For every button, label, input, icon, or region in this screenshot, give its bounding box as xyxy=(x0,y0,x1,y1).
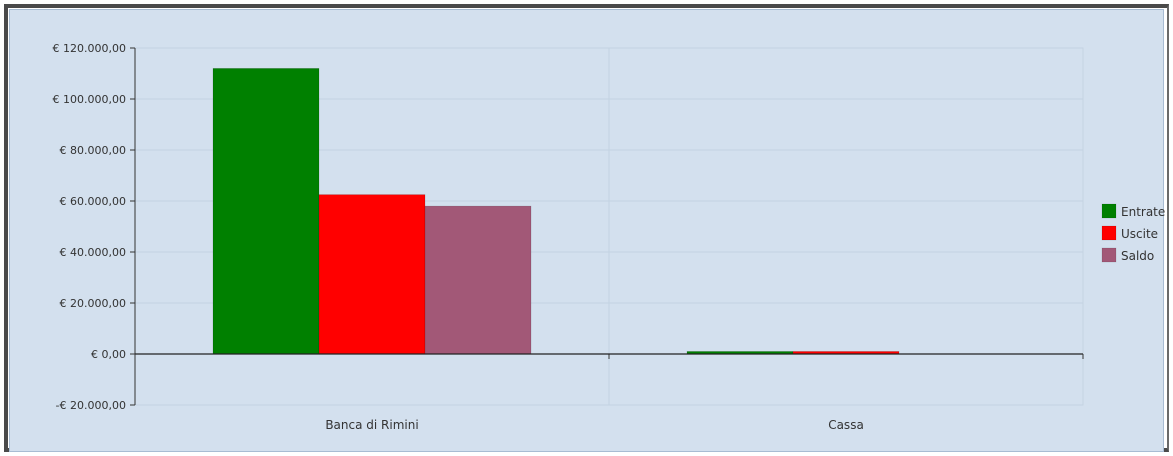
legend-label-entrate: Entrate xyxy=(1121,205,1165,219)
bars xyxy=(212,68,900,355)
legend-swatch-uscite xyxy=(1101,225,1117,241)
legend-label-uscite: Uscite xyxy=(1121,227,1158,241)
y-tick-label: € 100.000,00 xyxy=(53,93,126,106)
legend-label-saldo: Saldo xyxy=(1121,249,1154,263)
bar-saldo xyxy=(424,205,532,355)
y-tick-label: € 120.000,00 xyxy=(53,42,126,55)
y-tick-label: -€ 20.000,00 xyxy=(56,399,126,412)
y-tick-label: € 0,00 xyxy=(91,348,126,361)
legend: Entrate Uscite Saldo xyxy=(1101,203,1165,263)
bar-chart: -€ 20.000,00 € 0,00 € 20.000,00 € 40.000,00… xyxy=(53,42,1165,432)
bar-entrate xyxy=(212,68,320,355)
x-axis-tick-labels: Banca di Rimini Cassa xyxy=(325,418,863,432)
bar-uscite xyxy=(318,194,426,355)
x-tick-label: Banca di Rimini xyxy=(325,418,418,432)
axes xyxy=(130,47,1084,406)
y-tick-label: € 80.000,00 xyxy=(60,144,126,157)
legend-swatch-entrate xyxy=(1101,203,1117,219)
y-axis-tick-labels: -€ 20.000,00 € 0,00 € 20.000,00 € 40.000,00… xyxy=(53,42,126,412)
chart-panel: -€ 20.000,00 € 0,00 € 20.000,00 € 40.000,00… xyxy=(9,9,1165,452)
y-tick-label: € 40.000,00 xyxy=(60,246,126,259)
y-tick-label: € 20.000,00 xyxy=(60,297,126,310)
legend-swatch-saldo xyxy=(1101,247,1117,263)
y-tick-label: € 60.000,00 xyxy=(60,195,126,208)
x-tick-label: Cassa xyxy=(828,418,864,432)
